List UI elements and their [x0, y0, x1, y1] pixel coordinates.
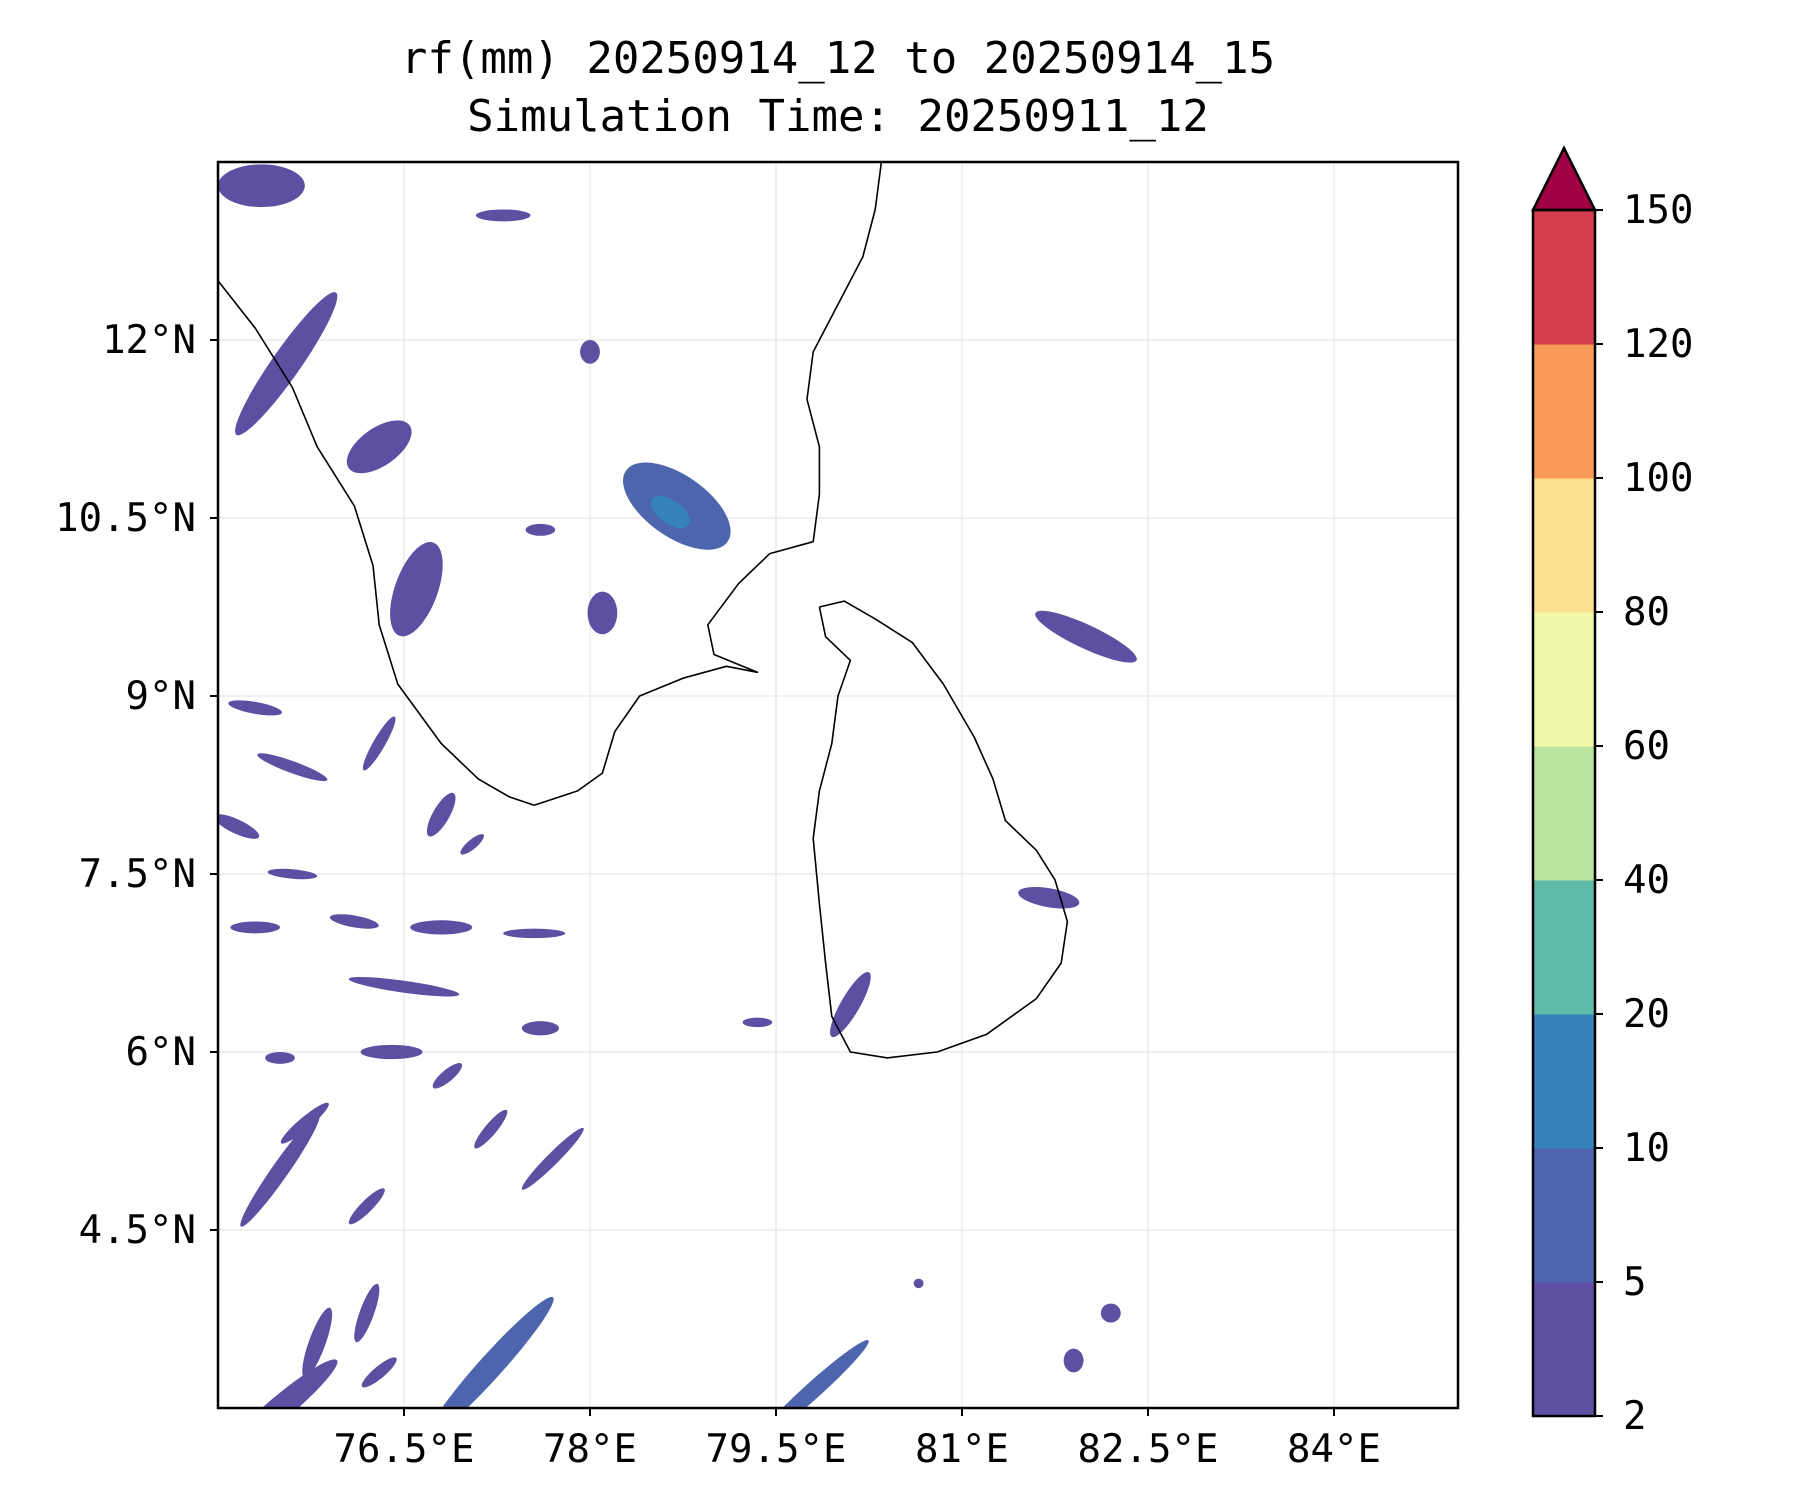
rain-cell — [362, 716, 396, 771]
colorbar-segment — [1533, 1148, 1595, 1283]
rain-cell — [427, 1296, 554, 1408]
x-tick-label: 82.5°E — [1078, 1427, 1219, 1472]
colorbar-tick-label: 2 — [1623, 1394, 1646, 1439]
rain-cell — [302, 1307, 333, 1378]
rain-cell — [1018, 886, 1080, 909]
rain-cell — [521, 1127, 584, 1190]
rain-cell — [360, 1044, 423, 1060]
rain-cell — [1063, 1348, 1084, 1373]
colorbar-tick-label: 60 — [1623, 724, 1670, 769]
colorbar-segment — [1533, 1014, 1595, 1149]
rain-cell — [228, 700, 283, 716]
x-tick-label: 79.5°E — [706, 1427, 847, 1472]
rain-cell — [390, 542, 443, 637]
title-line-2: Simulation Time: 20250911_12 — [467, 91, 1209, 142]
colorbar-tick-label: 5 — [1623, 1260, 1646, 1305]
rain-cell — [329, 914, 379, 929]
colorbar-segment — [1533, 612, 1595, 747]
rain-cell — [474, 1109, 508, 1149]
x-tick-label: 81°E — [915, 1427, 1009, 1472]
colorbar-extend-arrow — [1530, 145, 1598, 212]
rain-cell — [218, 814, 260, 839]
colorbar-tick-label: 10 — [1623, 1126, 1670, 1171]
rain-cell — [257, 753, 328, 782]
rain-cell — [503, 928, 566, 939]
coastline-india-east-coast — [533, 162, 883, 806]
colorbar-segment — [1533, 1282, 1595, 1417]
rain-cell — [267, 868, 318, 880]
y-axis-ticks: 12°N 10.5°N 9°N 7.5°N 6°N 4.5°N — [55, 318, 218, 1253]
y-tick-label: 10.5°N — [55, 496, 196, 541]
colorbar-tick-label: 100 — [1623, 456, 1693, 501]
coastlines — [218, 162, 1069, 1059]
rain-cell — [580, 340, 600, 364]
x-tick-label: 78°E — [543, 1427, 637, 1472]
rain-cell — [265, 1052, 295, 1064]
colorbar-tick-label: 150 — [1623, 188, 1693, 233]
colorbar-segment — [1533, 478, 1595, 613]
rain-cell — [426, 792, 456, 837]
y-tick-label: 4.5°N — [79, 1208, 196, 1253]
coastline-sri-lanka — [812, 600, 1069, 1059]
rain-cell — [218, 164, 305, 208]
y-tick-label: 7.5°N — [79, 852, 196, 897]
rain-cell — [913, 1278, 924, 1289]
rain-cell — [525, 523, 556, 536]
y-tick-label: 9°N — [126, 674, 196, 719]
colorbar-tick-label: 20 — [1623, 992, 1670, 1037]
rain-cell — [361, 1357, 397, 1388]
rain-cell — [521, 1021, 560, 1036]
colorbar-outline — [1531, 208, 1597, 1418]
rain-cell — [475, 209, 531, 222]
rain-cell — [280, 1102, 329, 1144]
title-line-1: rf(mm) 20250914_12 to 20250914_15 — [400, 33, 1276, 84]
gridlines — [218, 162, 1458, 1408]
rain-cell — [410, 920, 473, 935]
colorbar-tick-label: 40 — [1623, 858, 1670, 903]
colorbar-tick-label: 120 — [1623, 322, 1693, 367]
rain-cell — [757, 1340, 869, 1408]
colorbar: 2 5 10 20 40 60 80 100 120 150 — [1530, 145, 1693, 1439]
rain-cell — [460, 834, 485, 855]
colorbar-segment — [1533, 880, 1595, 1015]
rain-cell — [230, 921, 280, 934]
y-tick-label: 6°N — [126, 1030, 196, 1075]
rain-cell — [348, 1188, 385, 1225]
colorbar-segment — [1533, 344, 1595, 479]
rainfall-contours — [218, 164, 1137, 1408]
rain-cell — [240, 1114, 320, 1227]
colorbar-segment — [1533, 210, 1595, 345]
colorbar-segment — [1533, 746, 1595, 881]
y-tick-label: 12°N — [102, 318, 196, 363]
colorbar-tick-label: 80 — [1623, 590, 1670, 635]
rain-cell — [587, 591, 618, 635]
rain-cell — [346, 420, 412, 474]
rain-cell — [742, 1017, 773, 1028]
rain-cell — [354, 1283, 380, 1343]
rain-cell — [1035, 610, 1137, 663]
x-tick-label: 84°E — [1287, 1427, 1381, 1472]
x-axis-ticks: 76.5°E 78°E 79.5°E 81°E 82.5°E 84°E — [334, 1408, 1381, 1472]
rain-cell — [830, 971, 871, 1038]
coastline-india-west-coast — [218, 280, 535, 806]
rain-cell — [1100, 1303, 1121, 1323]
rain-cell — [432, 1062, 463, 1089]
rain-cell — [651, 495, 691, 529]
map-title: rf(mm) 20250914_12 to 20250914_15 Simula… — [218, 30, 1458, 146]
map-frame — [216, 160, 1460, 1410]
rain-cell — [348, 976, 460, 997]
x-tick-label: 76.5°E — [334, 1427, 475, 1472]
rain-cell — [235, 292, 338, 436]
